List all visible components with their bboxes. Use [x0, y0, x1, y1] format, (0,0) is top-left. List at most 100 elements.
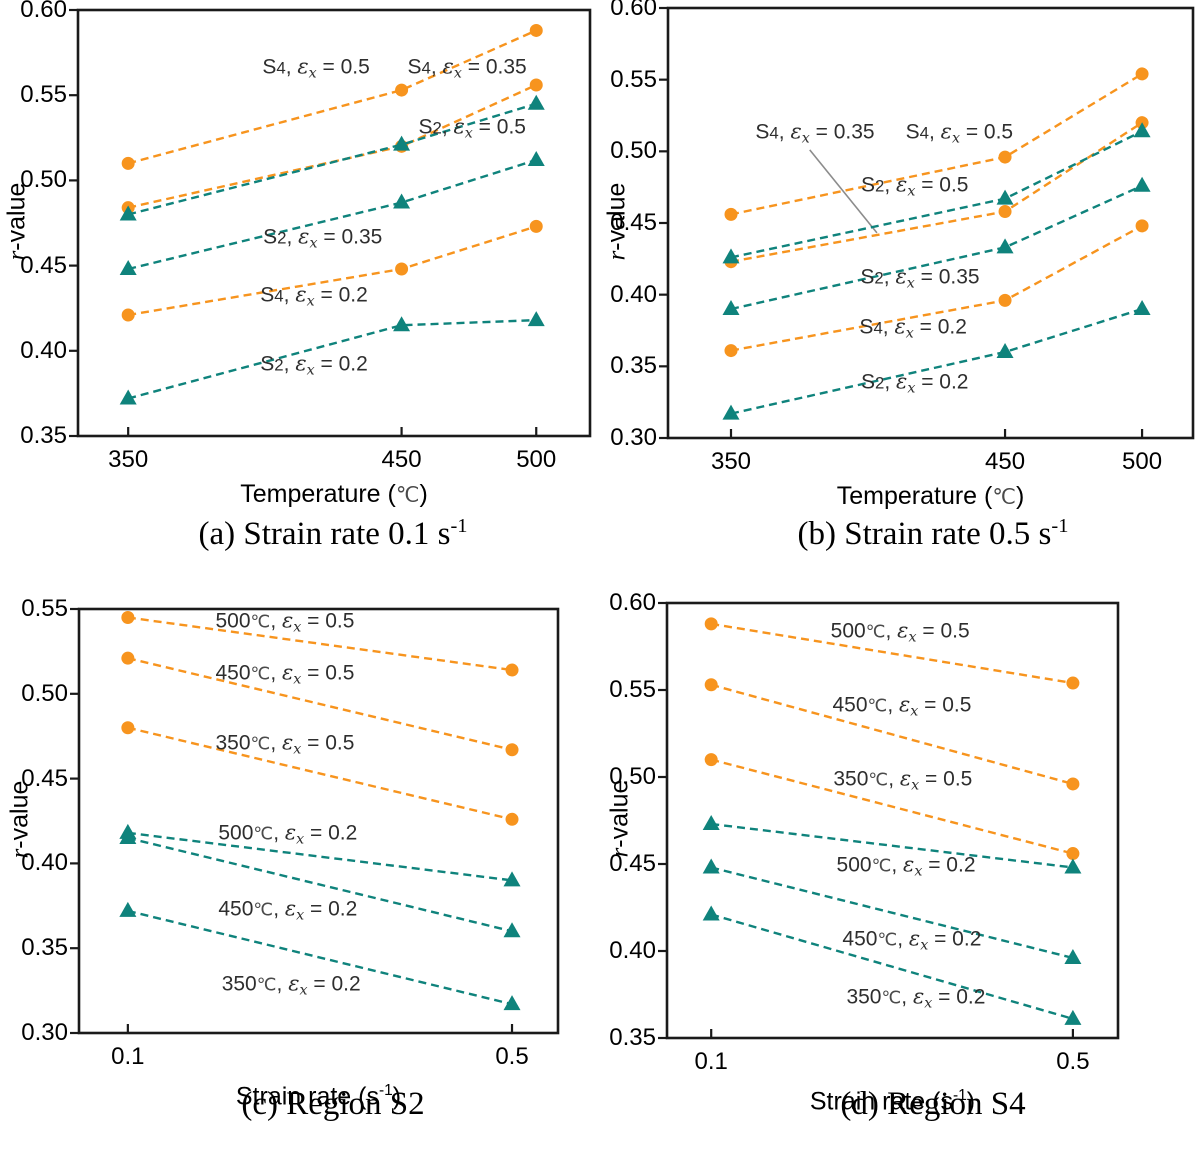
- series-annotation: 500℃, εx = 0.5: [215, 608, 355, 636]
- chart-caption: (a) Strain rate 0.1 s-1: [198, 515, 468, 552]
- data-point-triangle: [119, 828, 137, 844]
- y-tick-label: 0.50: [20, 166, 67, 194]
- series-annotation: S4, εx = 0.5: [262, 54, 370, 82]
- chart-d-region-s4: 0.60 0.55 0.50 0.45 0.40 0.35 0.1 0.5 500℃, εx =…: [600, 578, 1200, 1156]
- data-point-circle: [704, 678, 718, 692]
- series-annotation: 350℃, εx = 0.2: [221, 971, 361, 999]
- data-point-triangle: [119, 205, 137, 221]
- data-point-circle: [395, 83, 409, 97]
- chart-caption: (c) Region S2: [241, 1086, 425, 1122]
- y-axis-title: r-value: [605, 779, 634, 858]
- x-axis-title: Strain rate (s-1): [235, 1082, 402, 1111]
- y-tick-label: 0.30: [610, 424, 657, 451]
- chart-c-region-s2: 0.55 0.50 0.45 0.40 0.35 0.30 0.1 0.5 500℃, εx =…: [0, 578, 600, 1156]
- data-point-triangle: [1064, 858, 1082, 874]
- series-annotation: S2, εx = 0.2: [861, 369, 969, 397]
- series-line: [127, 909, 513, 1006]
- data-point-triangle: [1064, 948, 1082, 964]
- data-point-triangle: [393, 193, 411, 209]
- data-point-circle: [121, 651, 135, 665]
- data-point-circle: [121, 308, 135, 322]
- data-point-triangle: [503, 922, 521, 938]
- series-line: [710, 758, 1074, 855]
- data-point-triangle: [722, 404, 740, 420]
- data-point-circle: [704, 753, 718, 767]
- annotation-leader-line: [809, 149, 878, 234]
- series-annotation: S4, εx = 0.2: [260, 282, 368, 310]
- data-point-circle: [529, 78, 543, 92]
- y-tick-label: 0.60: [609, 589, 656, 616]
- y-tick-label: 0.40: [21, 849, 68, 877]
- y-axis-title: r-value: [2, 182, 31, 261]
- series-annotation: 350℃, εx = 0.2: [846, 984, 986, 1012]
- series-line: [127, 836, 513, 933]
- y-tick-label: 0.50: [21, 679, 68, 707]
- data-point-triangle: [702, 905, 720, 921]
- data-point-triangle: [996, 189, 1014, 205]
- data-point-circle: [1066, 777, 1080, 791]
- series-line: [127, 726, 513, 821]
- data-point-circle: [724, 207, 738, 221]
- data-point-triangle: [119, 389, 137, 405]
- y-tick-label: 0.55: [20, 81, 67, 109]
- plot-border: [77, 607, 560, 1035]
- y-tick-label: 0.45: [610, 209, 657, 236]
- chart-b-strain-rate-0.5: 0.60 0.55 0.50 0.45 0.40 0.35 0.30 350 450 500 S4,…: [600, 0, 1200, 578]
- plot-canvas-a: [69, 8, 592, 438]
- series-line: [711, 622, 1074, 685]
- data-point-circle: [998, 293, 1012, 307]
- series-annotation: S2, εx = 0.35: [860, 264, 980, 292]
- data-point-triangle: [393, 316, 411, 332]
- series-annotation: S2, εx = 0.5: [861, 172, 969, 200]
- y-tick-label: 0.35: [609, 1024, 656, 1051]
- y-tick-label: 0.55: [609, 676, 656, 703]
- data-point-circle: [505, 812, 519, 826]
- data-point-triangle: [722, 300, 740, 315]
- x-tick-label: 350: [108, 446, 149, 473]
- data-point-circle: [1066, 676, 1080, 690]
- data-point-triangle: [503, 995, 521, 1011]
- y-tick-label: 0.50: [609, 763, 656, 790]
- x-axis-title: Temperature (℃): [240, 480, 428, 508]
- y-axis-title: r-value: [5, 780, 34, 859]
- y-tick-label: 0.35: [21, 934, 68, 962]
- y-tick-label: 0.50: [610, 137, 657, 165]
- data-point-circle: [1135, 219, 1149, 233]
- data-point-circle: [121, 156, 135, 170]
- series-annotation: S2, εx = 0.35: [263, 224, 383, 252]
- series-line: [710, 683, 1074, 786]
- series-annotation: 500℃, εx = 0.5: [830, 618, 970, 646]
- series-annotation: S2, εx = 0.2: [260, 351, 368, 379]
- series-line: [710, 913, 1074, 1021]
- data-point-triangle: [996, 238, 1014, 254]
- y-tick-label: 0.55: [610, 65, 657, 93]
- series-annotation: S4, εx = 0.35: [755, 119, 875, 147]
- x-tick-label: 450: [985, 448, 1026, 475]
- data-point-circle: [1066, 847, 1080, 861]
- data-point-triangle: [702, 858, 720, 874]
- series-annotation: 450℃, εx = 0.2: [842, 926, 982, 954]
- chart-caption: (d) Region S4: [840, 1086, 1026, 1122]
- data-point-triangle: [1064, 1009, 1082, 1025]
- series-annotation: 500℃, εx = 0.2: [218, 820, 358, 848]
- data-point-triangle: [1133, 122, 1151, 138]
- series-line: [127, 29, 537, 165]
- y-tick-label: 0.45: [609, 850, 656, 877]
- plot-border: [76, 8, 592, 438]
- data-point-triangle: [722, 248, 740, 264]
- data-point-triangle: [393, 135, 411, 151]
- data-point-circle: [704, 617, 718, 631]
- data-point-triangle: [527, 311, 545, 327]
- x-tick-label: 0.5: [1056, 1048, 1090, 1075]
- y-tick-label: 0.45: [21, 764, 68, 792]
- plot-canvas-b: [659, 6, 1195, 440]
- series-annotation: S2, εx = 0.5: [418, 114, 526, 142]
- x-tick-label: 500: [1122, 448, 1163, 475]
- data-point-circle: [724, 344, 738, 358]
- x-tick-label: 0.5: [495, 1043, 529, 1070]
- x-axis-title: Temperature (℃): [836, 482, 1025, 510]
- y-tick-label: 0.60: [20, 0, 67, 23]
- series-line: [711, 822, 1074, 869]
- chart-a-strain-rate-0.1: 0.60 0.55 0.50 0.45 0.40 0.35 350 450 500 S4, εx …: [0, 0, 600, 578]
- y-tick-label: 0.35: [610, 352, 657, 380]
